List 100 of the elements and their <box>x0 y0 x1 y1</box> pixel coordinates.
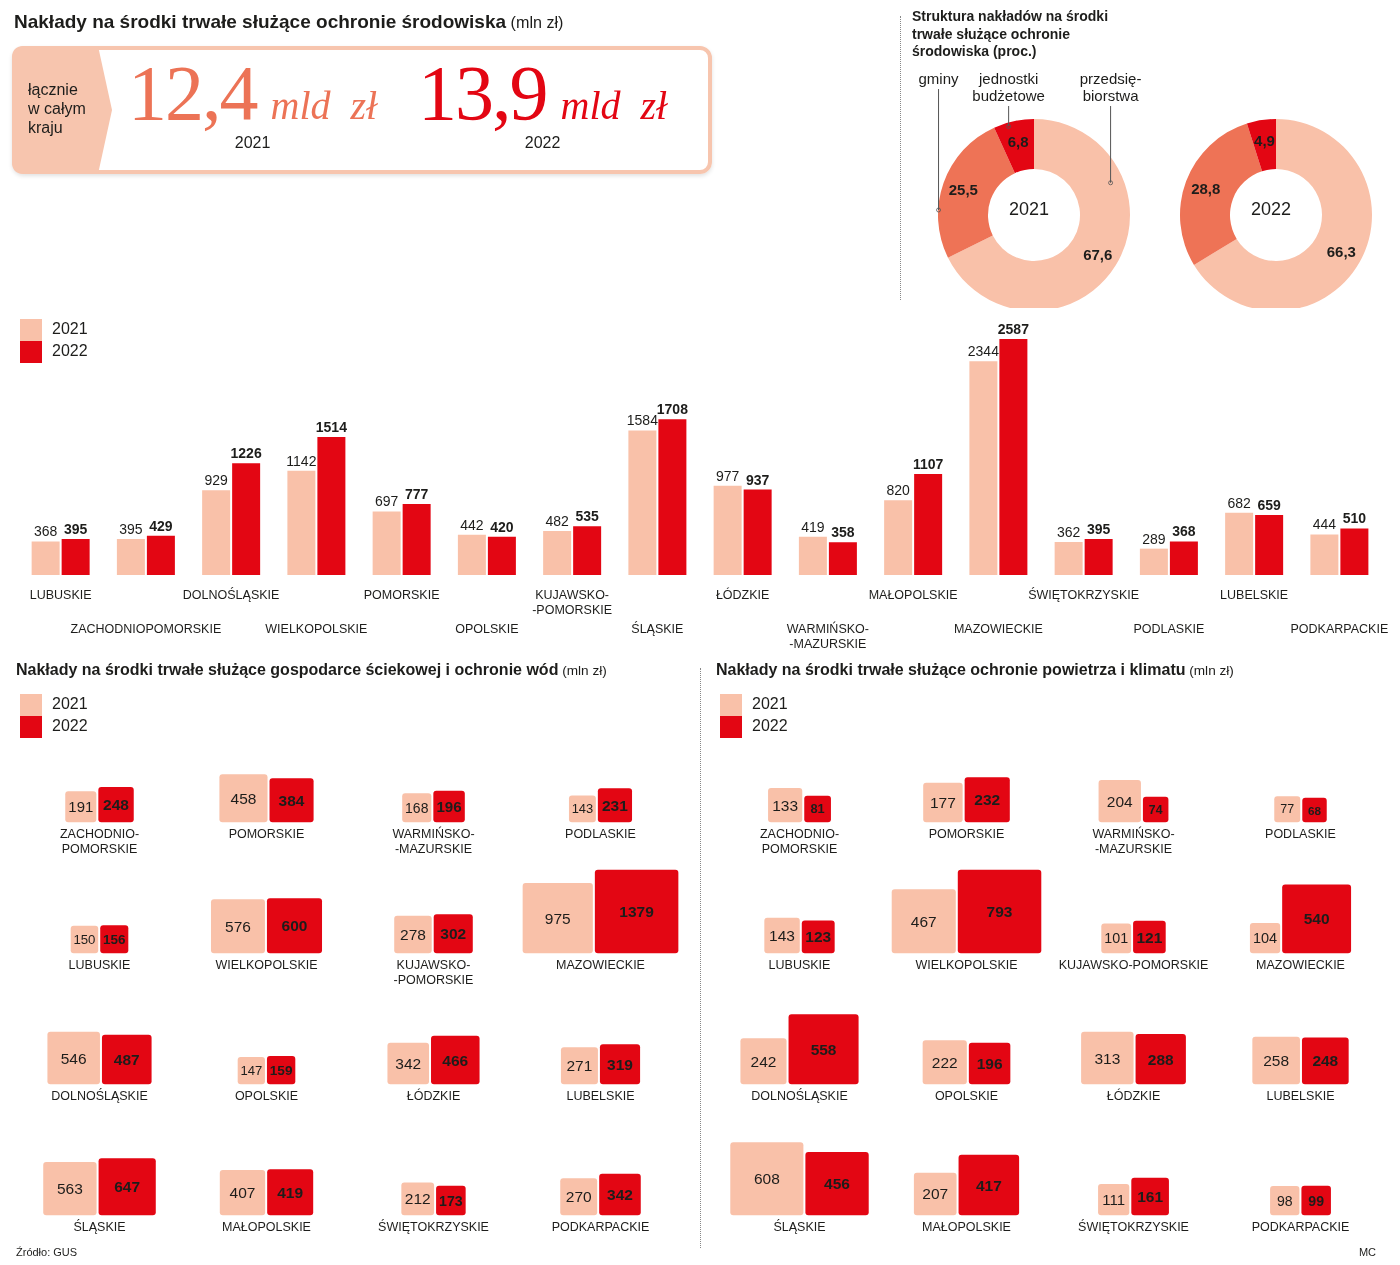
category-label: DOLNOŚLĄSKIE <box>750 1089 849 1105</box>
data-label: 419 <box>277 1183 304 1201</box>
legend-label: 2021 <box>52 695 88 713</box>
bar <box>628 430 657 575</box>
text: 2021 <box>1007 199 1050 220</box>
bar <box>1054 541 1083 575</box>
category-label: MAZOWIECKIE <box>1255 958 1346 974</box>
bar <box>232 463 261 575</box>
data-label: 121 <box>1136 928 1163 946</box>
data-label: 466 <box>442 1051 469 1069</box>
data-label: 150 <box>73 932 96 948</box>
data-label: 1514 <box>315 418 348 435</box>
data-label: 647 <box>114 1178 141 1196</box>
bar <box>999 339 1028 575</box>
data-label: 482 <box>545 513 570 530</box>
data-label: 25,5 <box>948 181 978 199</box>
data-label: 682 <box>1227 494 1252 511</box>
data-label: 600 <box>281 917 308 935</box>
slice-label: jednostki budżetowe <box>972 70 1045 104</box>
category-label: PODKARPACKIE <box>1250 1220 1351 1236</box>
x-tick-label: POMORSKIE <box>363 588 440 602</box>
category-label: ŁÓDZKIE <box>1105 1089 1162 1105</box>
data-label: 6,8 <box>1007 133 1029 151</box>
category-label: ŚWIĘTOKRZYSKIE <box>1077 1220 1190 1236</box>
donut-slice <box>994 119 1034 174</box>
data-label: 143 <box>769 927 795 945</box>
data-label: 1107 <box>912 456 944 473</box>
category-label: POMORSKIE <box>927 827 1006 843</box>
data-label: 368 <box>33 523 58 540</box>
data-label: 319 <box>607 1055 634 1073</box>
data-label: 395 <box>1086 520 1111 537</box>
data-label: 101 <box>1104 930 1129 947</box>
x-tick-label: MAŁOPOLSKIE <box>868 588 958 602</box>
data-label: 937 <box>745 471 770 488</box>
bar <box>658 419 687 575</box>
data-label: 288 <box>1147 1050 1175 1068</box>
data-label: 196 <box>976 1055 1003 1073</box>
data-label: 659 <box>1257 496 1282 513</box>
data-label: 111 <box>1102 1191 1126 1209</box>
text: Nakłady na środki trwałe służące gospodarce ściekowej i ochronie wód (mln zł) <box>16 660 607 680</box>
category-label: WARMIŃSKO- -MAZURSKIE <box>1091 827 1176 858</box>
data-label: 143 <box>571 801 594 817</box>
bar <box>402 504 431 575</box>
data-label: 384 <box>278 791 305 809</box>
data-label: 123 <box>805 928 832 946</box>
text: 12,4 mld zł <box>128 49 378 136</box>
category-label: OPOLSKIE <box>933 1089 1000 1105</box>
bar <box>713 485 742 575</box>
data-label: 456 <box>824 1175 851 1193</box>
data-label: 417 <box>975 1176 1002 1194</box>
data-label: 81 <box>810 801 825 817</box>
data-label: 104 <box>1252 930 1278 947</box>
data-label: 368 <box>1172 523 1196 540</box>
data-label: 156 <box>103 931 126 947</box>
bar <box>372 511 401 575</box>
category-label: OPOLSKIE <box>233 1089 300 1105</box>
data-label: 147 <box>240 1063 263 1079</box>
data-label: 313 <box>1094 1049 1121 1067</box>
legend-label: 2021 <box>752 695 788 713</box>
data-label: 444 <box>1312 516 1337 533</box>
data-label: 159 <box>269 1062 293 1078</box>
data-label: 429 <box>149 517 173 534</box>
data-label: 2344 <box>967 343 1000 360</box>
text: Źródło: GUS <box>16 1246 78 1258</box>
data-label: 231 <box>602 796 629 814</box>
category-label: MAŁOPOLSKIE <box>221 1220 312 1236</box>
data-label: 608 <box>753 1170 780 1188</box>
data-label: 358 <box>831 524 855 541</box>
data-label: 270 <box>565 1188 593 1206</box>
x-tick-label: MAZOWIECKIE <box>953 622 1043 636</box>
data-label: 68 <box>1307 803 1322 817</box>
data-label: 173 <box>439 1192 463 1209</box>
slice-label: gminy <box>918 70 960 87</box>
donut-slice <box>1193 119 1372 308</box>
category-label: MAZOWIECKIE <box>555 958 646 974</box>
text: 2022 <box>523 134 562 152</box>
bar <box>287 470 316 575</box>
data-label: 419 <box>801 518 825 535</box>
bar <box>116 538 145 575</box>
data-label: 558 <box>810 1040 837 1058</box>
data-label: 697 <box>374 493 399 510</box>
bar <box>543 531 572 575</box>
bar <box>1084 538 1113 575</box>
data-label: 168 <box>405 799 429 816</box>
data-label: 278 <box>400 926 426 944</box>
bar <box>969 361 998 575</box>
bar <box>146 535 175 575</box>
x-tick-label: LUBUSKIE <box>29 588 92 602</box>
category-label: ŚLĄSKIE <box>772 1220 827 1236</box>
category-label: LUBELSKIE <box>565 1089 636 1105</box>
data-label: 177 <box>929 794 956 812</box>
category-label: KUJAWSKO-POMORSKIE <box>1057 958 1210 974</box>
data-label: 777 <box>404 486 429 503</box>
data-label: 66,3 <box>1326 243 1356 261</box>
bar <box>61 538 90 575</box>
x-tick-label: ŚLĄSKIE <box>631 621 684 636</box>
data-label: 196 <box>436 798 462 816</box>
data-label: 289 <box>1142 530 1166 547</box>
category-label: PODLASKIE <box>1264 827 1337 843</box>
x-tick-label: LUBELSKIE <box>1220 588 1289 602</box>
